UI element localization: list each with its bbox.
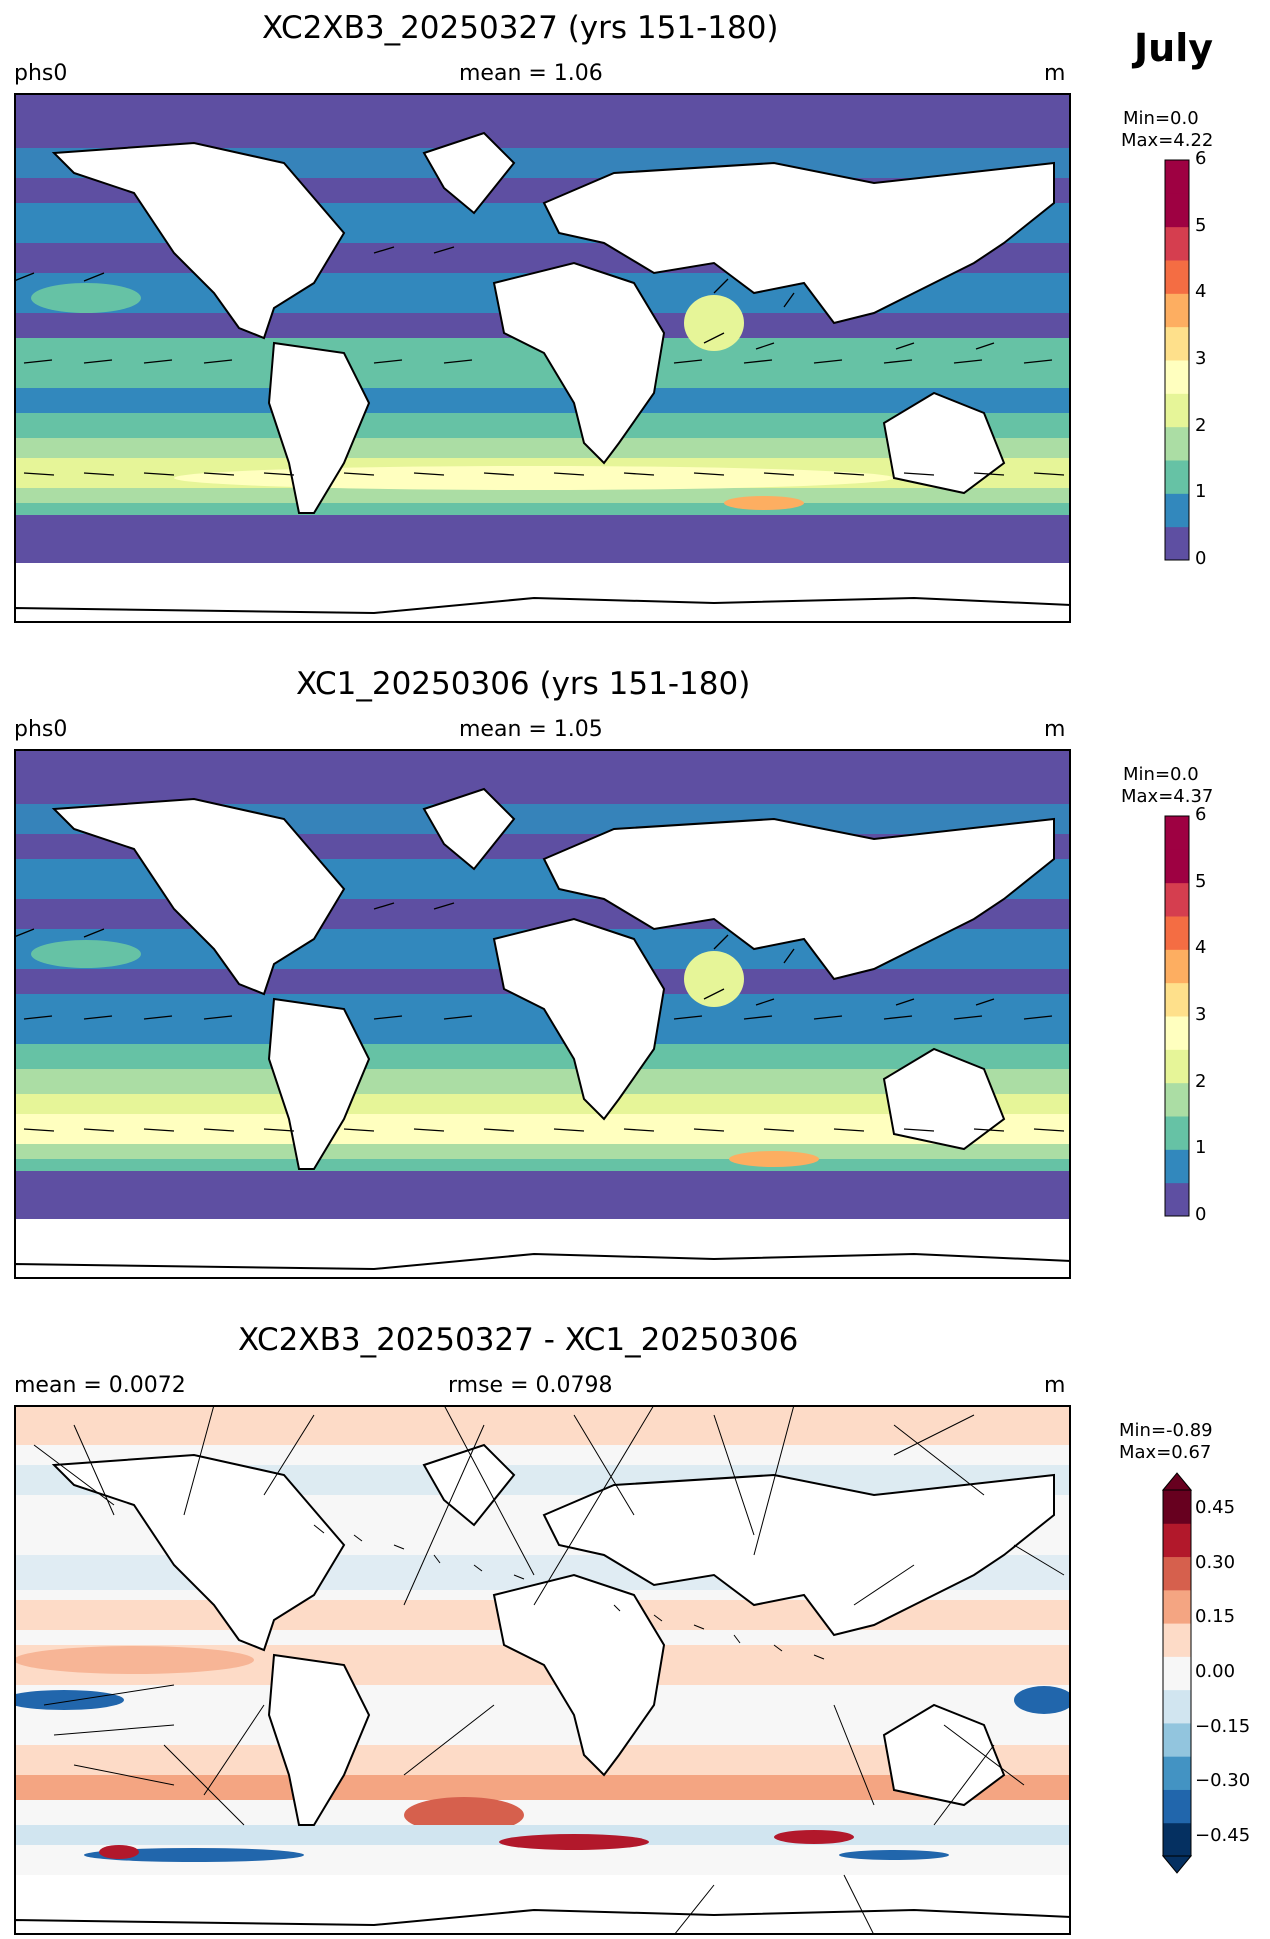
colorbar-step	[1165, 493, 1189, 528]
colorbar-frame	[1164, 815, 1190, 1217]
panel-3-wind-vectors	[33, 1405, 1065, 1935]
colorbar-step	[1165, 816, 1189, 850]
panel-3-colorbar	[1162, 1472, 1192, 1874]
colorbar-tick-label: 3	[1195, 1004, 1207, 1025]
colorbar-step	[1163, 1756, 1191, 1790]
colorbar-step	[1163, 1556, 1191, 1591]
colorbar-step	[1163, 1589, 1191, 1624]
panel-3-left-label: mean = 0.0072	[14, 1373, 186, 1398]
panel-3-map	[14, 1405, 1071, 1935]
colorbar-step	[1165, 1016, 1189, 1050]
panel-3-title: XC2XB3_20250327 - XC1_20250306	[238, 1322, 799, 1358]
map-frame	[14, 749, 1071, 1279]
panel-3-colorbar-min: Min=-0.89	[1119, 1420, 1213, 1441]
colorbar-tick-label: 3	[1195, 348, 1207, 369]
panel-2-right-label: m	[1044, 717, 1066, 742]
colorbar-step	[1163, 1722, 1191, 1757]
colorbar-step	[1165, 293, 1189, 328]
colorbar-step	[1163, 1789, 1191, 1824]
colorbar-tick-label: 6	[1195, 804, 1207, 825]
panel-3-colorbar-max: Max=0.67	[1119, 1442, 1212, 1463]
panel-2-left-label: phs0	[14, 717, 68, 742]
panel-2-title: XC1_20250306 (yrs 151-180)	[296, 666, 751, 702]
colorbar-tick-label: 0	[1195, 1204, 1207, 1225]
month-label: July	[1134, 26, 1213, 70]
colorbar-step	[1165, 526, 1189, 561]
colorbar-step	[1165, 426, 1189, 461]
colorbar-tick-label: −0.30	[1195, 1770, 1251, 1792]
colorbar-tick-label: 0.15	[1195, 1606, 1236, 1628]
colorbar-step	[1165, 160, 1189, 194]
panel-1-map	[14, 93, 1071, 623]
colorbar-step	[1163, 1490, 1191, 1524]
colorbar-step	[1165, 949, 1189, 984]
colorbar-tick-label: 0	[1195, 548, 1207, 569]
colorbar-frame	[1162, 1489, 1192, 1857]
colorbar-tick-label: 2	[1195, 414, 1207, 436]
colorbar-step	[1163, 1822, 1191, 1857]
panel-2-map	[14, 749, 1071, 1279]
panel-2-colorbar	[1164, 815, 1190, 1217]
panel-2-continents	[14, 787, 1071, 1279]
panel-2-colorbar-max: Max=4.37	[1121, 786, 1214, 807]
colorbar-tick-label: 5	[1195, 214, 1207, 236]
colorbar-tick-label: 1	[1195, 1137, 1207, 1159]
panel-2-center-label: mean = 1.05	[459, 717, 603, 742]
colorbar-frame	[1164, 159, 1190, 561]
panel-2-colorbar-min: Min=0.0	[1123, 764, 1199, 785]
colorbar-tick-label: −0.15	[1195, 1715, 1251, 1737]
panel-1-colorbar-min: Min=0.0	[1123, 108, 1199, 129]
colorbar-step	[1165, 882, 1189, 917]
colorbar-step	[1165, 916, 1189, 950]
colorbar-tick-label: 4	[1195, 937, 1207, 959]
panel-1-colorbar-max: Max=4.22	[1121, 130, 1214, 151]
colorbar-step	[1165, 193, 1189, 228]
colorbar-step	[1165, 326, 1189, 361]
colorbar-tick-label: 2	[1195, 1070, 1207, 1092]
panel-1-continents	[14, 131, 1071, 623]
colorbar-tick-label: 4	[1195, 281, 1207, 303]
colorbar-tick-label: −0.45	[1195, 1824, 1251, 1846]
colorbar-tick-label: 0.30	[1195, 1551, 1236, 1573]
colorbar-extend-bottom	[1162, 1855, 1192, 1874]
panel-1-center-label: mean = 1.06	[459, 61, 603, 86]
colorbar-step	[1165, 1049, 1189, 1084]
colorbar-step	[1165, 226, 1189, 261]
panel-1-colorbar	[1164, 159, 1190, 561]
panel-1-title: XC2XB3_20250327 (yrs 151-180)	[262, 10, 779, 46]
colorbar-step	[1165, 849, 1189, 884]
panel-1-left-label: phs0	[14, 61, 68, 86]
colorbar-tick-label: 0.00	[1195, 1661, 1236, 1682]
map-frame	[14, 1405, 1071, 1935]
panel-3-right-label: m	[1044, 1373, 1066, 1398]
colorbar-step	[1165, 1182, 1189, 1217]
colorbar-step	[1163, 1689, 1191, 1724]
colorbar-step	[1163, 1656, 1191, 1691]
colorbar-step	[1163, 1523, 1191, 1558]
colorbar-step	[1165, 982, 1189, 1017]
colorbar-step	[1165, 360, 1189, 394]
colorbar-step	[1165, 1116, 1189, 1150]
colorbar-step	[1165, 460, 1189, 494]
panel-1-wind-vectors	[14, 246, 1065, 476]
panel-3-continents	[14, 1443, 1071, 1935]
colorbar-step	[1163, 1623, 1191, 1657]
colorbar-extend-top	[1162, 1472, 1192, 1491]
colorbar-step	[1165, 393, 1189, 428]
panel-3-center-label: rmse = 0.0798	[448, 1373, 613, 1398]
colorbar-tick-label: 5	[1195, 870, 1207, 892]
colorbar-step	[1165, 1149, 1189, 1184]
colorbar-tick-label: 1	[1195, 481, 1207, 503]
colorbar-step	[1165, 260, 1189, 294]
colorbar-tick-label: 0.45	[1195, 1497, 1236, 1519]
panel-1-right-label: m	[1044, 61, 1066, 86]
colorbar-tick-label: 6	[1195, 148, 1207, 169]
panel-2-wind-vectors	[14, 902, 1065, 1132]
colorbar-step	[1165, 1082, 1189, 1117]
map-frame	[14, 93, 1071, 623]
